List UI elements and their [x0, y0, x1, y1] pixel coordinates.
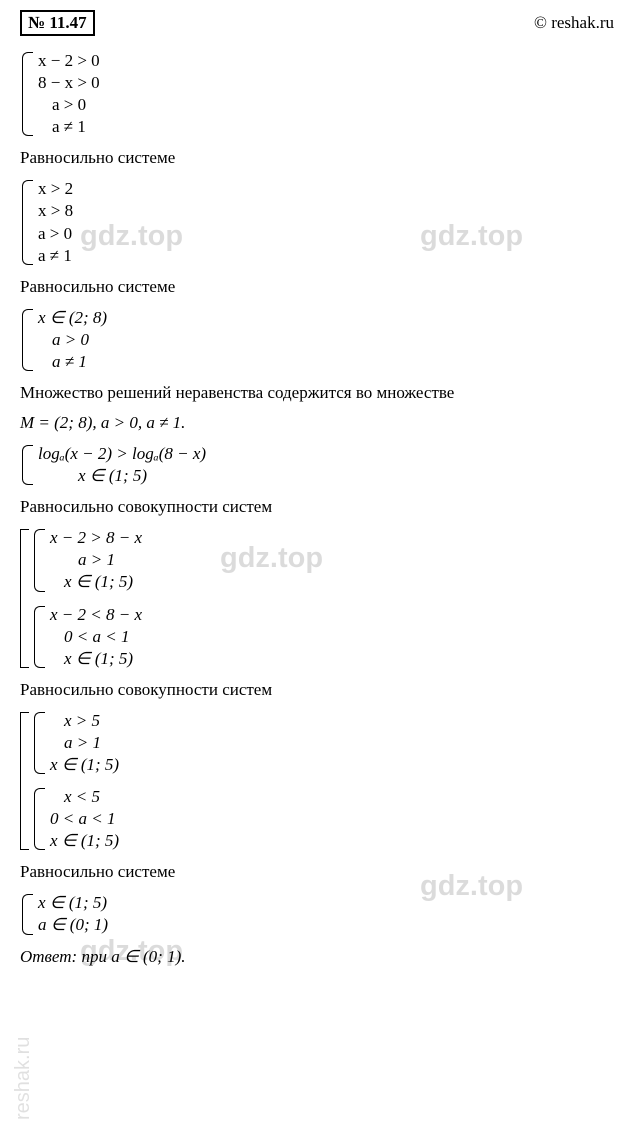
union2A-l3: x ∈ (1; 5): [50, 754, 614, 776]
union1B-l2: 0 < a < 1: [50, 626, 614, 648]
system4-line2: x ∈ (1; 5): [38, 465, 614, 487]
copyright: © reshak.ru: [534, 13, 614, 33]
system4-line1: logₐ(x − 2) > logₐ(8 − x): [38, 443, 614, 465]
union-1: x − 2 > 8 − x a > 1 x ∈ (1; 5) x − 2 < 8…: [20, 527, 614, 670]
problem-number: № 11.47: [20, 10, 95, 36]
system2-line4: a ≠ 1: [38, 245, 614, 267]
text-equiv-1: Равносильно системе: [20, 148, 614, 168]
union2B-l1: x < 5: [50, 786, 614, 808]
union1B-l3: x ∈ (1; 5): [50, 648, 614, 670]
text-M-def: M = (2; 8), a > 0, a ≠ 1.: [20, 413, 614, 433]
system3-line3: a ≠ 1: [38, 351, 614, 373]
system5-line1: x ∈ (1; 5): [38, 892, 614, 914]
union2B-l2: 0 < a < 1: [50, 808, 614, 830]
union2-sysA: x > 5 a > 1 x ∈ (1; 5): [32, 710, 614, 776]
system2-line3: a > 0: [38, 223, 614, 245]
text-equiv-union-1: Равносильно совокупности систем: [20, 497, 614, 517]
union2A-l2: a > 1: [50, 732, 614, 754]
system1-line1: x − 2 > 0: [38, 50, 614, 72]
system-3: x ∈ (2; 8) a > 0 a ≠ 1: [20, 307, 614, 373]
system-2: x > 2 x > 8 a > 0 a ≠ 1: [20, 178, 614, 266]
text-equiv-3: Равносильно системе: [20, 862, 614, 882]
union1-sysB: x − 2 < 8 − x 0 < a < 1 x ∈ (1; 5): [32, 604, 614, 670]
answer-text: Ответ: при a ∈ (0; 1).: [20, 947, 614, 967]
union2A-l1: x > 5: [50, 710, 614, 732]
union1A-l2: a > 1: [50, 549, 614, 571]
system2-line1: x > 2: [38, 178, 614, 200]
union1B-l1: x − 2 < 8 − x: [50, 604, 614, 626]
system1-line4: a ≠ 1: [38, 116, 614, 138]
system3-line1: x ∈ (2; 8): [38, 307, 614, 329]
text-solution-set: Множество решений неравенства содержится…: [20, 383, 614, 403]
union1A-l1: x − 2 > 8 − x: [50, 527, 614, 549]
system1-line3: a > 0: [38, 94, 614, 116]
text-equiv-2: Равносильно системе: [20, 277, 614, 297]
system1-line2: 8 − x > 0: [38, 72, 614, 94]
system2-line2: x > 8: [38, 200, 614, 222]
union2-sysB: x < 5 0 < a < 1 x ∈ (1; 5): [32, 786, 614, 852]
system-4: logₐ(x − 2) > logₐ(8 − x) x ∈ (1; 5): [20, 443, 614, 487]
union1A-l3: x ∈ (1; 5): [50, 571, 614, 593]
system-5: x ∈ (1; 5) a ∈ (0; 1): [20, 892, 614, 936]
system-1: x − 2 > 0 8 − x > 0 a > 0 a ≠ 1: [20, 50, 614, 138]
header-row: № 11.47 © reshak.ru: [20, 10, 614, 36]
union1-sysA: x − 2 > 8 − x a > 1 x ∈ (1; 5): [32, 527, 614, 593]
union-2: x > 5 a > 1 x ∈ (1; 5) x < 5 0 < a < 1 x…: [20, 710, 614, 853]
system3-line2: a > 0: [38, 329, 614, 351]
watermark-side: reshak.ru: [12, 1037, 35, 1120]
union2B-l3: x ∈ (1; 5): [50, 830, 614, 852]
text-equiv-union-2: Равносильно совокупности систем: [20, 680, 614, 700]
system5-line2: a ∈ (0; 1): [38, 914, 614, 936]
